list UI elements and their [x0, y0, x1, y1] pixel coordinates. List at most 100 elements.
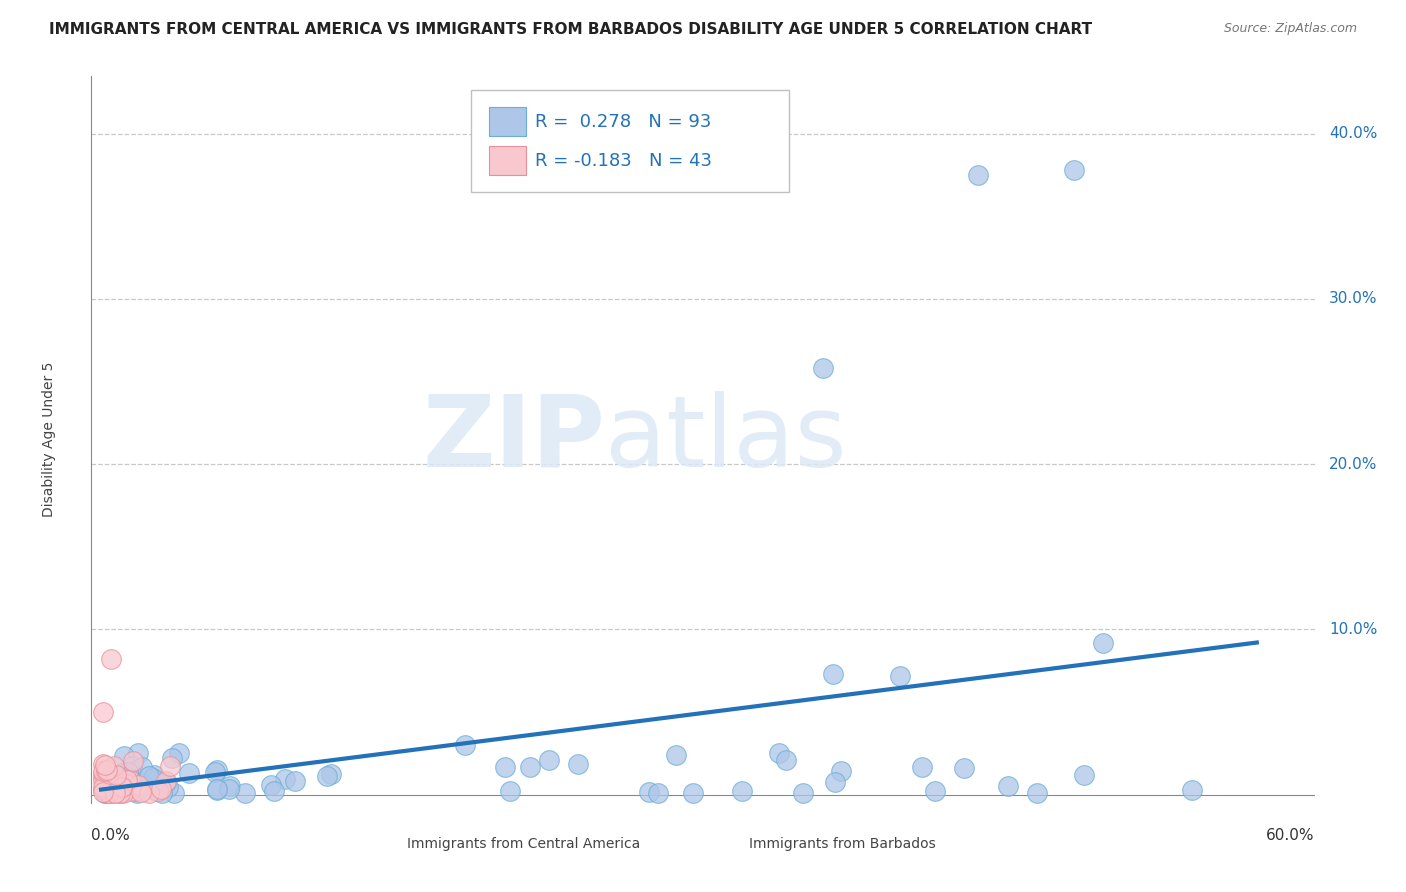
Point [260, 778, 283, 792]
Text: Source: ZipAtlas.com: Source: ZipAtlas.com [1223, 22, 1357, 36]
Point [177, 766, 200, 780]
Point [97, 786, 120, 800]
Point [101, 784, 124, 798]
Point [128, 778, 150, 792]
Point [830, 764, 852, 778]
Text: R = -0.183   N = 43: R = -0.183 N = 43 [536, 152, 713, 169]
Point [519, 760, 541, 774]
Point [148, 784, 170, 798]
Point [315, 769, 337, 783]
Point [567, 756, 589, 771]
Point [105, 782, 128, 797]
Point [205, 763, 228, 777]
Point [96, 784, 118, 798]
Point [997, 780, 1019, 794]
Point [924, 784, 946, 798]
Point [91, 771, 114, 785]
Point [494, 760, 516, 774]
Point [98, 786, 121, 800]
Point [953, 761, 976, 775]
Point [129, 785, 152, 799]
Point [105, 779, 128, 793]
Point [219, 780, 242, 794]
Point [96, 783, 118, 797]
Text: 0.0%: 0.0% [91, 829, 131, 843]
Point [104, 786, 127, 800]
Point [96, 764, 118, 778]
Point [120, 766, 142, 780]
Point [120, 779, 142, 793]
Point [156, 780, 179, 794]
Point [115, 780, 138, 795]
Point [218, 782, 240, 797]
Point [1181, 783, 1204, 797]
Point [108, 786, 131, 800]
Point [775, 753, 797, 767]
Point [647, 786, 669, 800]
Point [150, 786, 173, 800]
Point [768, 746, 790, 760]
Point [155, 773, 177, 788]
Point [1073, 768, 1095, 782]
Point [94, 786, 117, 800]
Point [152, 778, 174, 792]
Point [118, 773, 141, 788]
Point [150, 782, 173, 797]
Point [889, 668, 911, 682]
Point [1025, 786, 1047, 800]
Point [124, 772, 146, 787]
Point [91, 705, 114, 719]
Point [138, 769, 160, 783]
Point [319, 766, 342, 780]
Point [118, 782, 141, 797]
Point [94, 757, 117, 772]
Point [91, 766, 114, 780]
Point [205, 782, 228, 797]
Point [98, 786, 121, 800]
Text: Immigrants from Barbados: Immigrants from Barbados [749, 838, 936, 851]
Point [145, 784, 167, 798]
Point [824, 775, 846, 789]
Point [205, 782, 228, 797]
Point [235, 786, 257, 800]
Text: ZIP: ZIP [422, 391, 605, 488]
Point [911, 760, 934, 774]
Point [120, 773, 142, 788]
Point [263, 784, 285, 798]
Point [114, 777, 136, 791]
FancyBboxPatch shape [471, 90, 789, 192]
Point [966, 168, 988, 182]
Point [537, 753, 560, 767]
Point [117, 764, 139, 779]
Point [91, 757, 114, 772]
FancyBboxPatch shape [703, 833, 740, 855]
Point [91, 774, 114, 789]
Point [94, 786, 117, 800]
Point [122, 780, 145, 794]
Text: atlas: atlas [605, 391, 846, 488]
Point [638, 784, 661, 798]
Point [730, 784, 752, 798]
Point [121, 758, 143, 772]
Point [105, 783, 128, 797]
Point [143, 768, 166, 782]
Point [97, 785, 120, 799]
Point [112, 749, 135, 764]
Text: R =  0.278   N = 93: R = 0.278 N = 93 [536, 112, 711, 130]
Point [163, 786, 186, 800]
Point [91, 781, 114, 796]
Point [117, 770, 139, 784]
Point [94, 763, 117, 777]
Point [821, 667, 844, 681]
Point [169, 746, 191, 760]
Point [499, 784, 522, 798]
Point [813, 361, 835, 376]
Point [103, 759, 125, 773]
Text: 20.0%: 20.0% [1329, 457, 1378, 472]
Point [124, 775, 146, 789]
Point [454, 738, 477, 752]
Point [792, 786, 814, 800]
Point [91, 764, 114, 778]
FancyBboxPatch shape [489, 107, 526, 136]
Point [100, 652, 122, 666]
